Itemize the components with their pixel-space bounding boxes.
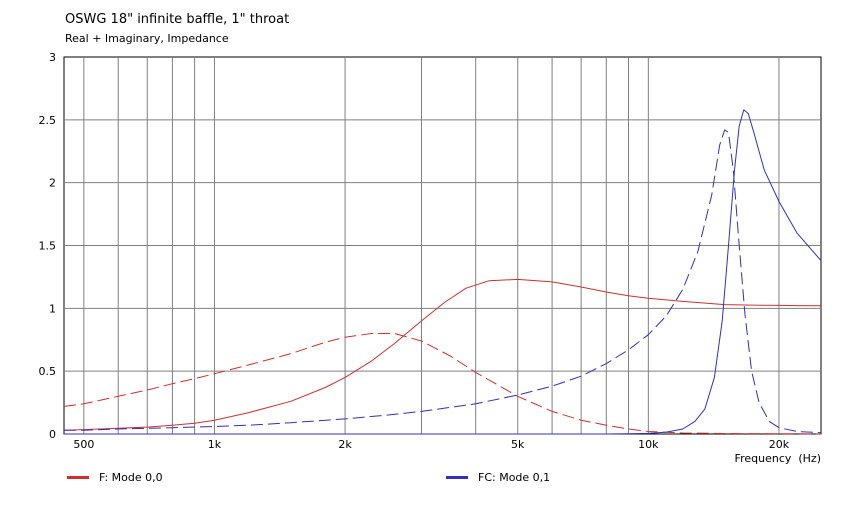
y-tick-label: 1.5 (39, 240, 57, 253)
legend-swatch-blue (446, 475, 468, 479)
x-tick-label: 5k (511, 438, 525, 451)
chart-subtitle: Real + Imaginary, Impedance (65, 32, 229, 45)
y-tick-label: 2 (49, 177, 56, 190)
x-tick-label: 20k (769, 438, 790, 451)
x-tick-label: 10k (638, 438, 659, 451)
y-tick-label: 1 (49, 302, 56, 315)
chart-title: OSWG 18" infinite baffle, 1" throat (65, 12, 290, 27)
x-axis-label: Frequency (Hz) (735, 452, 821, 465)
y-tick-label: 0 (49, 428, 56, 441)
legend-label: F: Mode 0,0 (99, 470, 163, 484)
data-curves (63, 109, 822, 435)
y-tick-label: 2.5 (39, 114, 57, 127)
x-tick-labels: 500 1k 2k 5k 10k 20k (73, 438, 789, 451)
x-tick-label: 1k (208, 438, 222, 451)
y-tick-label: 0.5 (39, 365, 57, 378)
y-tick-labels: 0 0.5 1 1.5 2 2.5 3 (39, 51, 57, 441)
grid-lines (64, 57, 821, 434)
legend-swatch-red (67, 475, 89, 479)
y-tick-label: 3 (49, 51, 56, 64)
legend-item-mode-0-1: FC: Mode 0,1 (446, 470, 550, 484)
legend-label: FC: Mode 0,1 (478, 470, 551, 484)
x-tick-label: 2k (338, 438, 352, 451)
legend-item-mode-0-0: F: Mode 0,0 (67, 470, 163, 484)
mode-0-1-imaginary-curve (64, 129, 822, 434)
mode-0-0-real-curve (63, 278, 822, 431)
mode-0-0-imaginary-curve (63, 333, 822, 435)
x-tick-label: 500 (73, 438, 94, 451)
mode-0-1-real-curve (64, 109, 822, 435)
